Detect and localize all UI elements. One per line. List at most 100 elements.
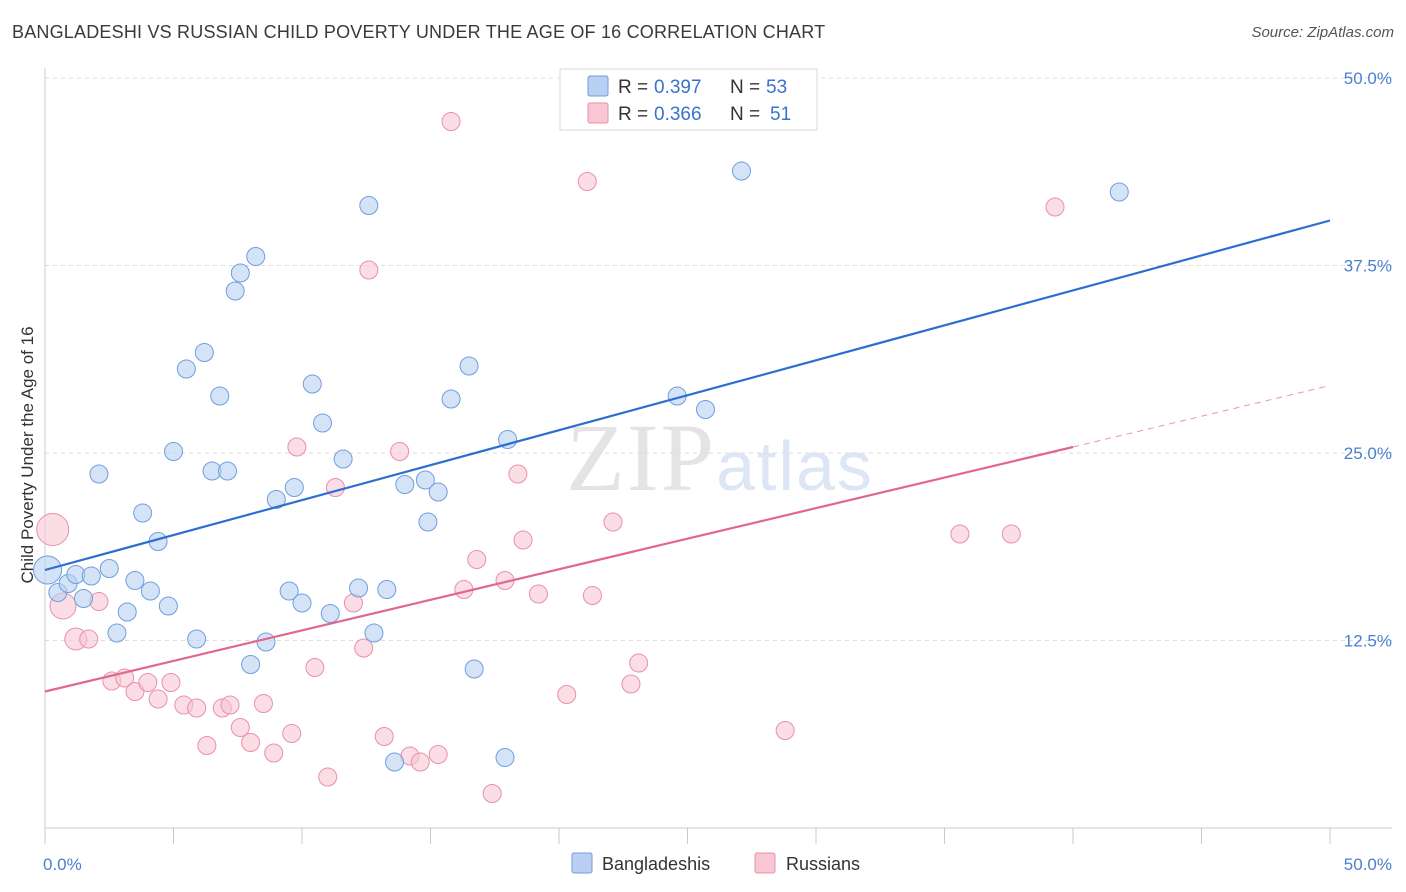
bangladeshis-point	[428, 482, 448, 502]
russians-point	[950, 524, 970, 544]
bangladeshis-point	[279, 581, 299, 601]
russians-point	[230, 718, 250, 737]
bangladeshis-point	[464, 659, 484, 679]
bottom-legend-swatch-russians	[754, 852, 776, 874]
y-tick-labels: 12.5% 25.0% 37.5% 50.0%	[1344, 69, 1392, 651]
trend-lines	[44, 219, 1331, 693]
russians-points	[36, 112, 1065, 803]
bangladeshis-point	[225, 281, 245, 301]
russians-point	[354, 638, 374, 658]
russians-point	[603, 512, 623, 532]
bottom-legend-russians: Russians	[786, 854, 860, 874]
bangladeshis-point	[125, 571, 145, 590]
russians-point	[359, 260, 379, 280]
russians-point	[528, 584, 548, 604]
russians-point	[629, 653, 649, 673]
bangladeshis-point	[230, 263, 250, 283]
y-tick-label: 50.0%	[1344, 69, 1392, 88]
russians-point	[187, 698, 207, 718]
legend-n-label-2: N =	[730, 104, 760, 125]
russians-point	[390, 442, 410, 461]
bangladeshis-point	[241, 655, 261, 674]
bangladeshis-point	[349, 578, 369, 598]
russians-point	[467, 550, 487, 569]
bangladeshis-point	[187, 629, 207, 649]
russians-point	[305, 658, 325, 677]
russians-point	[36, 513, 70, 546]
russians-point	[79, 629, 99, 649]
legend: R = 0.397 N = 53 R = 0.366 N = 51	[559, 68, 818, 131]
bangladeshis-point	[415, 470, 435, 490]
bangladeshis-point	[459, 356, 479, 376]
bangladeshis-point	[107, 623, 127, 643]
bottom-legend: Bangladeshis Russians	[571, 852, 860, 874]
legend-swatch-russians	[587, 102, 609, 124]
russians-point	[241, 733, 261, 752]
gridlines	[45, 77, 1392, 641]
bangladeshis-point	[364, 623, 384, 643]
bottom-legend-swatch-bangladeshis	[571, 852, 593, 874]
russians-point	[410, 752, 430, 772]
bangladeshis-trend-line	[44, 219, 1331, 572]
legend-r-label-1: R =	[618, 77, 648, 98]
bangladeshis-point	[210, 386, 230, 406]
russians-point	[318, 767, 338, 787]
bangladeshis-point	[164, 442, 183, 461]
russians-point	[775, 721, 795, 740]
bangladeshis-point	[99, 559, 119, 578]
bangladeshis-points	[33, 161, 1129, 772]
bangladeshis-point	[731, 161, 751, 181]
russians-trend-extension	[1072, 385, 1331, 448]
russians-point	[138, 673, 158, 692]
russians-point	[287, 437, 307, 457]
bangladeshis-point	[266, 490, 286, 509]
bangladeshis-point	[395, 475, 415, 494]
legend-r-value-2: 0.366	[654, 104, 702, 125]
bangladeshis-point	[158, 596, 178, 616]
legend-n-value-1: 53	[766, 77, 787, 98]
legend-r-label-2: R =	[618, 104, 648, 125]
x-tick-label-max: 50.0%	[1344, 855, 1392, 874]
legend-n-label-1: N =	[730, 77, 760, 98]
russians-point	[441, 112, 461, 131]
bangladeshis-point	[385, 752, 405, 772]
legend-n-value-2: 51	[770, 104, 791, 125]
bangladeshis-point	[1109, 182, 1129, 202]
watermark: ZIPatlas	[566, 404, 874, 511]
bangladeshis-point	[313, 413, 333, 433]
x-tick-labels: 0.0% 50.0%	[43, 855, 1392, 874]
russians-point	[161, 673, 181, 692]
russians-point	[557, 685, 577, 704]
chart-title: BANGLADESHI VS RUSSIAN CHILD POVERTY UND…	[12, 22, 826, 42]
bangladeshis-point	[176, 359, 196, 379]
y-tick-label: 12.5%	[1344, 632, 1392, 651]
axes	[44, 68, 1392, 844]
legend-swatch-bangladeshis	[587, 75, 609, 97]
bangladeshis-point	[284, 478, 304, 497]
bangladeshis-point	[133, 503, 153, 523]
russians-point	[282, 724, 302, 743]
source-label: Source: ZipAtlas.com	[1251, 24, 1394, 41]
bangladeshis-point	[359, 196, 379, 215]
bangladeshis-point	[292, 593, 312, 613]
russians-point	[374, 727, 394, 746]
bangladeshis-point	[302, 374, 322, 394]
bangladeshis-point	[333, 449, 353, 469]
bangladeshis-point	[89, 464, 109, 484]
russians-point	[482, 784, 502, 803]
bangladeshis-point	[320, 604, 340, 623]
bangladeshis-point	[695, 400, 715, 419]
y-tick-label: 37.5%	[1344, 257, 1392, 276]
russians-point	[197, 736, 217, 755]
bangladeshis-point	[377, 580, 397, 599]
russians-point	[148, 689, 168, 709]
legend-r-value-1: 0.397	[654, 77, 702, 98]
russians-point	[508, 464, 528, 484]
russians-point	[220, 695, 240, 715]
russians-point	[264, 743, 284, 763]
russians-point	[253, 694, 273, 713]
russians-point	[577, 172, 597, 191]
russians-point	[513, 530, 533, 550]
russians-point	[1045, 197, 1065, 217]
